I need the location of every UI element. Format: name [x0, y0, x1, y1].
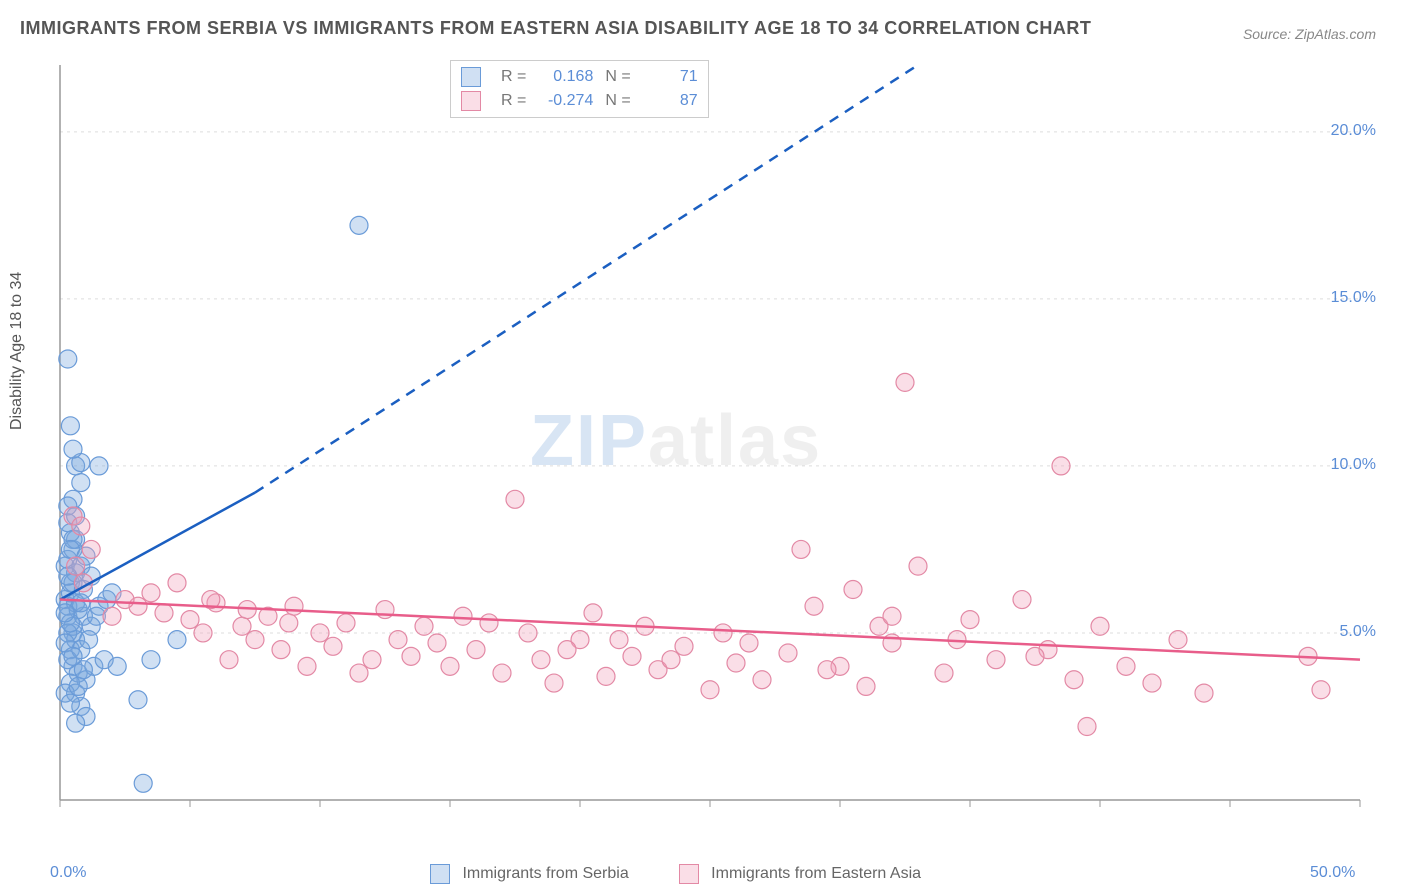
r-label: R = — [501, 89, 526, 113]
source-attribution: Source: ZipAtlas.com — [1243, 26, 1376, 42]
y-tick-label: 5.0% — [1340, 623, 1376, 641]
chart-title: IMMIGRANTS FROM SERBIA VS IMMIGRANTS FRO… — [20, 18, 1091, 39]
legend-item-serbia: Immigrants from Serbia — [430, 864, 629, 884]
x-tick-label: 0.0% — [50, 864, 86, 882]
r-value-serbia: 0.168 — [538, 65, 593, 89]
y-tick-label: 10.0% — [1331, 456, 1376, 474]
y-tick-label: 15.0% — [1331, 289, 1376, 307]
series-legend: Immigrants from Serbia Immigrants from E… — [430, 864, 921, 884]
r-label: R = — [501, 65, 526, 89]
n-value-eastasia: 87 — [643, 89, 698, 113]
legend-row-eastasia: R = -0.274 N = 87 — [461, 89, 698, 113]
n-label: N = — [605, 89, 630, 113]
r-value-eastasia: -0.274 — [538, 89, 593, 113]
legend-swatch-serbia — [461, 67, 481, 87]
correlation-legend: R = 0.168 N = 71 R = -0.274 N = 87 — [450, 60, 709, 118]
scatter-chart — [50, 60, 1370, 830]
x-tick-label: 50.0% — [1310, 864, 1355, 882]
legend-swatch-eastasia — [461, 91, 481, 111]
legend-swatch-eastasia — [679, 864, 699, 884]
legend-swatch-serbia — [430, 864, 450, 884]
legend-label-serbia: Immigrants from Serbia — [462, 865, 628, 882]
legend-row-serbia: R = 0.168 N = 71 — [461, 65, 698, 89]
y-tick-label: 20.0% — [1331, 122, 1376, 140]
legend-item-eastasia: Immigrants from Eastern Asia — [679, 864, 921, 884]
y-axis-label: Disability Age 18 to 34 — [8, 272, 26, 430]
n-value-serbia: 71 — [643, 65, 698, 89]
legend-label-eastasia: Immigrants from Eastern Asia — [711, 865, 921, 882]
n-label: N = — [605, 65, 630, 89]
